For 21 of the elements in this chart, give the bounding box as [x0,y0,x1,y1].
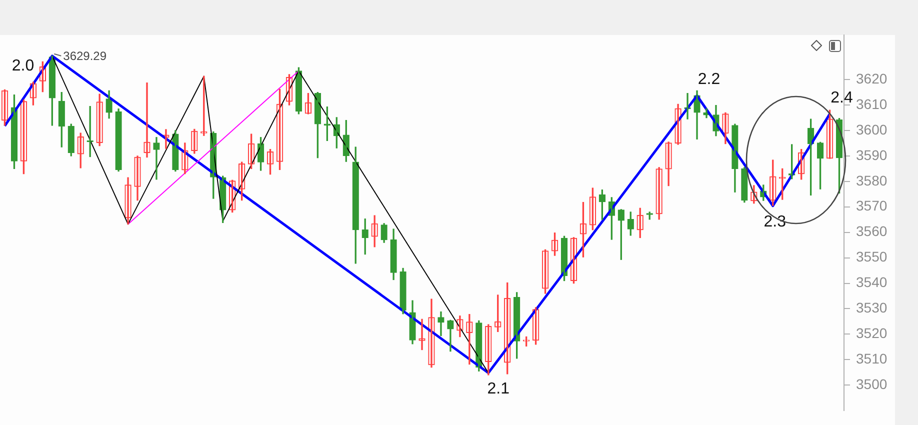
y-tick-label: 3620 [856,70,888,86]
annotation: 2.4 [830,89,853,106]
y-tick-label: 3520 [856,325,888,342]
candlestick [418,318,426,350]
y-tick-label: 3590 [856,146,888,163]
y-tick-label: 3570 [856,198,888,214]
y-tick-label: 3560 [856,223,888,240]
y-tick-label: 3510 [856,350,888,367]
y-tick-label: 3500 [856,376,888,392]
annotation: 2.2 [698,71,720,88]
y-tick-label: 3550 [856,248,888,265]
y-tick-label: 3610 [856,96,888,112]
y-tick-label: 3580 [856,172,888,188]
y-tick-label: 3540 [856,274,888,290]
data-label: 3629.29 [63,49,107,64]
annotation: 2.1 [487,380,510,398]
y-tick-label: 3600 [856,121,888,138]
annotation: 2.0 [12,57,34,74]
annotation: 2.3 [764,213,786,230]
y-tick-label: 3530 [856,300,888,316]
candlestick [646,212,653,220]
